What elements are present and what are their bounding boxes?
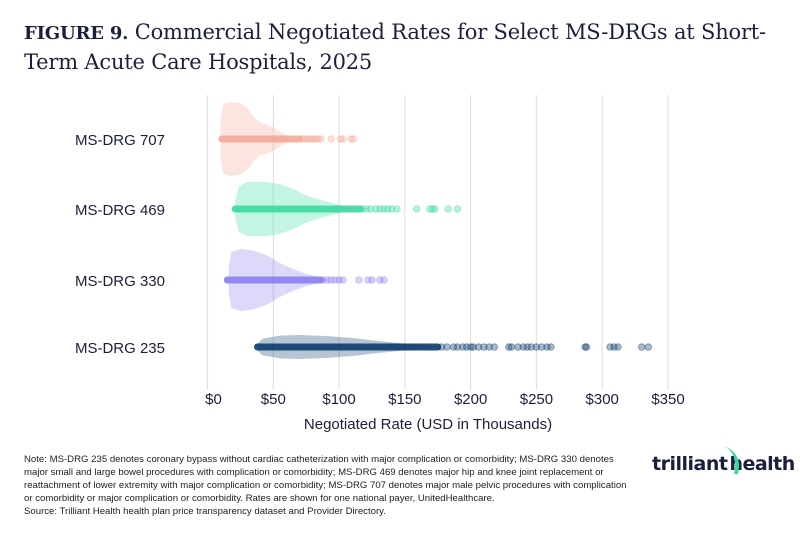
data-point <box>339 276 347 284</box>
data-point <box>527 343 535 351</box>
x-tick-label: $50 <box>261 391 286 408</box>
x-tick-label: $100 <box>322 391 355 408</box>
data-point <box>347 135 355 143</box>
data-point <box>606 343 614 351</box>
x-tick-label: $250 <box>520 391 553 408</box>
x-tick-label: $150 <box>388 391 421 408</box>
x-tick-label: $350 <box>651 391 684 408</box>
data-point <box>364 276 372 284</box>
data-point <box>523 343 532 351</box>
y-category-label: MS-DRG 707 <box>75 132 165 149</box>
y-category-label: MS-DRG 469 <box>75 202 165 219</box>
data-point <box>383 205 392 213</box>
data-point <box>308 135 317 143</box>
data-point <box>303 135 312 143</box>
data-point <box>323 276 332 284</box>
chart-title: FIGURE 9. Commercial Negotiated Rates fo… <box>24 18 784 76</box>
data-point <box>490 343 499 351</box>
note-text: Note: MS-DRG 235 denotes coronary bypass… <box>24 454 627 504</box>
data-point <box>372 205 380 213</box>
data-point <box>380 205 388 213</box>
data-point <box>306 135 314 143</box>
data-point <box>316 135 325 143</box>
data-point <box>428 205 437 213</box>
data-point <box>393 205 401 213</box>
data-point <box>437 343 446 351</box>
data-point <box>380 276 388 284</box>
data-point <box>614 343 622 351</box>
source-text: Source: Trilliant Health health plan pri… <box>24 506 386 517</box>
data-point <box>532 343 541 351</box>
data-point <box>480 343 488 351</box>
data-point <box>327 276 335 284</box>
data-point <box>469 343 478 351</box>
data-point <box>327 135 335 143</box>
data-point <box>453 343 462 351</box>
x-tick-label: $300 <box>586 391 619 408</box>
data-point <box>298 135 307 143</box>
x-axis-label: Negotiated Rate (USD in Thousands) <box>304 416 552 433</box>
data-point <box>336 135 345 143</box>
data-point <box>537 343 546 351</box>
data-point <box>637 343 646 351</box>
y-category-label: MS-DRG 330 <box>75 273 165 290</box>
trilliant-health-logo: trilliant health <box>652 445 795 475</box>
data-point <box>610 343 618 351</box>
data-point <box>301 135 309 143</box>
data-point <box>519 343 528 351</box>
data-point <box>644 343 653 351</box>
data-point <box>458 343 467 351</box>
data-point <box>444 205 453 213</box>
data-point <box>582 343 591 351</box>
data-point <box>331 276 339 284</box>
data-point <box>349 135 358 143</box>
data-point <box>507 343 516 351</box>
data-point <box>335 276 343 284</box>
data-point <box>431 205 439 213</box>
data-point <box>547 343 555 351</box>
data-point <box>319 276 328 284</box>
x-tick-label: $0 <box>205 391 222 408</box>
data-point <box>314 135 322 143</box>
footnote: Note: MS-DRG 235 denotes coronary bypass… <box>24 453 634 518</box>
data-point <box>339 135 347 143</box>
data-point <box>462 343 471 351</box>
data-point <box>449 343 458 351</box>
data-point <box>362 205 371 213</box>
x-tick-label: $200 <box>454 391 487 408</box>
data-point <box>453 205 462 213</box>
data-point <box>376 205 384 213</box>
data-point <box>426 205 434 213</box>
title-text: Commercial Negotiated Rates for Select M… <box>24 20 766 74</box>
data-point <box>514 343 522 351</box>
y-category-label: MS-DRG 235 <box>75 340 165 357</box>
data-point <box>485 343 493 351</box>
data-point <box>376 276 384 284</box>
data-point <box>368 276 376 284</box>
data-point <box>474 343 483 351</box>
data-point <box>355 276 363 284</box>
data-point <box>504 343 513 351</box>
data-point <box>543 343 551 351</box>
data-point <box>412 205 421 213</box>
data-point <box>366 205 375 213</box>
figure-label: FIGURE 9. <box>24 23 129 44</box>
data-point <box>466 343 475 351</box>
data-point <box>387 205 396 213</box>
violin-strip-chart: MS-DRG 707 MS-DRG 469 MS-DRG 330 MS-DRG 235… <box>75 95 685 433</box>
data-point <box>358 205 367 213</box>
data-point <box>581 343 589 351</box>
data-point <box>443 343 451 351</box>
data-point <box>311 135 320 143</box>
